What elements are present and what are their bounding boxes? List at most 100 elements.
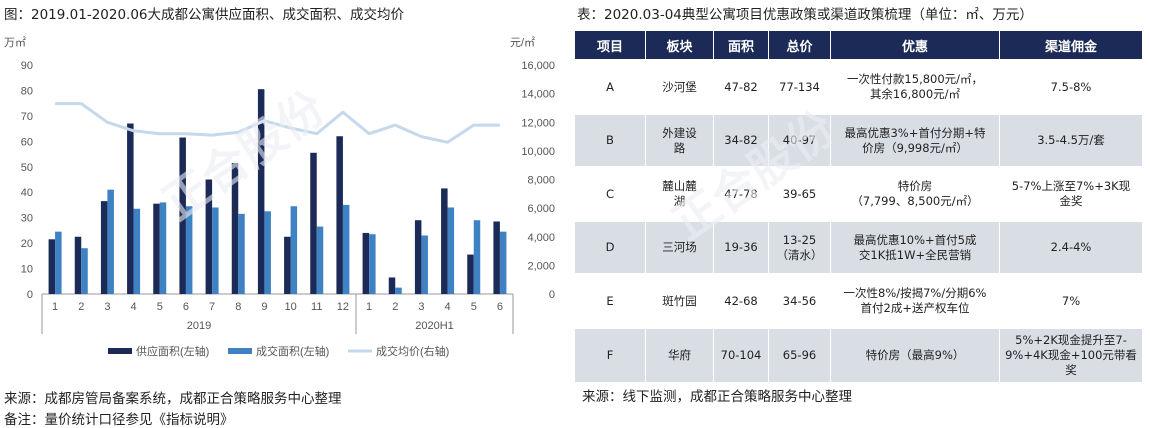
x-tick-label: 6	[497, 301, 503, 313]
transaction-bar	[238, 213, 245, 294]
table-cell: 70-104	[713, 328, 769, 383]
y-right-tick-label: 4,000	[527, 232, 555, 244]
transaction-bar	[264, 211, 271, 294]
y-right-axis-label: 元/㎡	[510, 36, 535, 49]
table-cell: A	[574, 59, 646, 115]
transaction-bar	[81, 248, 88, 294]
x-tick-label: 2	[78, 301, 84, 313]
y-left-tick-label: 90	[21, 60, 33, 72]
transaction-bar	[185, 206, 193, 294]
supply-bar	[310, 152, 317, 294]
transaction-bar	[107, 189, 114, 294]
y-right-tick-label: 14,000	[521, 89, 555, 101]
table-row: A 沙河堡 47-82 77-134 一次性付款15,800元/㎡， 其余16,800元/…	[574, 59, 1143, 115]
table-cell: F	[574, 328, 646, 383]
supply-bar	[414, 220, 422, 294]
transaction-bar	[421, 235, 428, 294]
supply-bar	[284, 236, 291, 294]
table-cell: 7%	[999, 273, 1143, 329]
table-cell: C	[574, 166, 646, 222]
promotion-table: 项目 板块 面积 总价 优惠 渠道佣金 A 沙河堡 47-82 77-134 一次性付款15,80…	[574, 30, 1143, 383]
table-cell: 斑竹园	[645, 273, 714, 329]
transaction-bar	[499, 231, 507, 294]
chart-title: 图：2019.01-2020.06大成都公寓供应面积、成交面积、成交均价	[4, 7, 405, 23]
supply-bar	[257, 89, 265, 294]
table-cell: 麓山麓湖	[645, 166, 714, 222]
y-right-tick-label: 0	[549, 289, 555, 301]
table-cell: 42-68	[713, 273, 769, 329]
transaction-bar	[55, 231, 62, 294]
table-cell: 34-56	[768, 273, 831, 329]
table-header-row: 项目 板块 面积 总价 优惠 渠道佣金	[574, 30, 1143, 60]
x-tick-label: 1	[52, 301, 58, 313]
y-right-tick-label: 16,000	[521, 60, 555, 72]
left-note: 备注：量价统计口径参见《指标说明》	[4, 412, 234, 428]
y-left-tick-label: 60	[21, 136, 33, 148]
table-row: B 外建设路 34-82 40-97 最高优惠3%+首付分期+特 价房（9,998元/㎡）…	[574, 114, 1143, 167]
transaction-bar	[316, 226, 324, 294]
supply-bar	[100, 201, 108, 294]
supply-bar	[127, 123, 134, 295]
table-row: C 麓山麓湖 47-78 39-65 特价房 （7,799、8,500元/㎡） 5-7%上涨…	[574, 166, 1143, 222]
transaction-bar	[473, 220, 481, 294]
transaction-bar	[133, 208, 141, 294]
supply-bar	[231, 162, 239, 294]
legend-swatch	[108, 348, 132, 354]
table-cell: 特价房 （7,799、8,500元/㎡）	[830, 166, 1000, 222]
table-cell: 34-82	[713, 114, 769, 167]
transaction-bar	[369, 234, 376, 294]
supply-transaction-chart: 万㎡ 元/㎡ 0 10 20 30 40 50 60 70 80 90 0 2,000 4,000 6,000…	[4, 36, 555, 358]
y-left-tick-label: 20	[21, 238, 33, 250]
table-header-cell: 渠道佣金	[999, 30, 1143, 60]
y-left-tick-label: 50	[21, 162, 33, 174]
table-row: F 华府 70-104 65-96 特价房（最高9%） 5%+2K现金提升至7- 9%+4K…	[574, 328, 1143, 383]
table-cell: 39-65	[768, 166, 831, 222]
table-header-cell: 总价	[768, 30, 831, 60]
table-cell: D	[574, 221, 646, 274]
x-tick-label: 9	[261, 301, 267, 313]
table-header-cell: 优惠	[830, 30, 1000, 60]
table-cell: 三河场	[645, 221, 714, 274]
supply-bar	[153, 203, 160, 294]
supply-bar	[493, 221, 500, 294]
y-right-tick-label: 8,000	[527, 175, 555, 187]
y-left-tick-label: 40	[21, 187, 33, 199]
supply-bar	[467, 254, 474, 294]
transaction-bar	[447, 207, 455, 294]
supply-bar	[336, 136, 343, 294]
x-tick-label: 12	[337, 301, 349, 313]
table-row: E 斑竹园 42-68 34-56 一次性8%/按揭7%/分期6% 首付2成+送产权车位 7…	[574, 273, 1143, 329]
table-cell: 13-25 （清水）	[768, 221, 831, 274]
transaction-bar	[212, 207, 219, 294]
x-tick-label: 11	[311, 301, 322, 313]
y-left-tick-label: 30	[21, 213, 33, 225]
table-cell: 47-82	[713, 59, 769, 115]
supply-bar	[362, 232, 370, 294]
transaction-bar	[159, 202, 167, 294]
y-right-tick-label: 12,000	[521, 117, 555, 129]
avg-price-line	[55, 102, 500, 144]
right-source: 来源：线下监测，成都正合策略服务中心整理	[582, 389, 852, 405]
table-cell: 65-96	[768, 328, 831, 383]
table-header-cell: 板块	[645, 30, 714, 60]
table-cell: 特价房（最高9%）	[830, 328, 1000, 383]
x-tick-label: 5	[471, 301, 477, 313]
left-source: 来源：成都房管局备案系统，成都正合策略服务中心整理	[4, 391, 342, 407]
table-cell: 一次性8%/按揭7%/分期6% 首付2成+送产权车位	[830, 273, 1000, 329]
y-left-axis-label: 万㎡	[4, 36, 26, 49]
table-cell: 最高优惠3%+首付分期+特 价房（9,998元/㎡）	[830, 114, 1000, 167]
table-cell: E	[574, 273, 646, 329]
table-row: D 三河场 19-36 13-25 （清水） 最高优惠10%+首付5成 交1K抵1W+全民营…	[574, 221, 1143, 274]
table-title: 表：2020.03-04典型公寓项目优惠政策或渠道政策梳理（单位：㎡、万元）	[577, 7, 1033, 23]
table-header-cell: 面积	[713, 30, 769, 60]
supply-bar	[441, 188, 448, 294]
table-cell: 5%+2K现金提升至7- 9%+4K现金+100元带看奖	[999, 328, 1143, 383]
table-cell: 外建设路	[645, 114, 714, 167]
table-cell: 华府	[645, 328, 714, 383]
x-tick-label: 3	[418, 301, 424, 313]
legend-label: 供应面积(左轴)	[136, 344, 209, 358]
y-right-tick-label: 6,000	[527, 203, 555, 215]
x-tick-label: 7	[209, 301, 215, 313]
table-cell: 沙河堡	[645, 59, 714, 115]
supply-bar	[205, 179, 213, 294]
